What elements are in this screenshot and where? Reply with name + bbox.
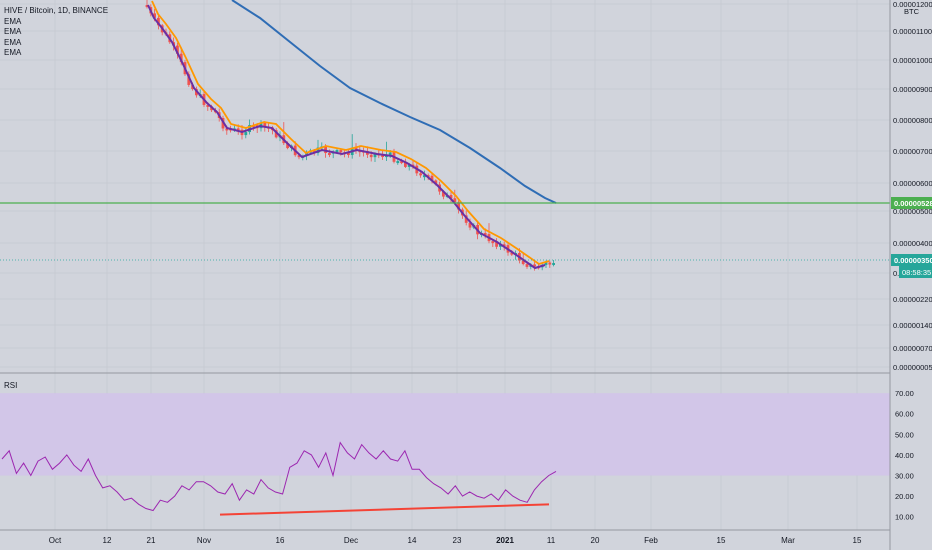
price-tick-12: 0.00000070 (893, 344, 932, 353)
legend-ema-4[interactable]: EMA (4, 48, 22, 57)
candle[interactable] (145, 0, 149, 9)
price-tick-2: 0.00001000 (893, 56, 932, 65)
rsi-tick-2: 50.00 (895, 430, 914, 439)
price-axis[interactable]: 0.00001200 0.00001100 0.00001000 0.00000900… (893, 0, 932, 372)
price-tick-13: 0.00000005 (893, 363, 932, 372)
price-tick-5: 0.00000700 (893, 147, 932, 156)
candle[interactable] (354, 143, 358, 154)
candle[interactable] (495, 238, 498, 250)
time-tick-6: 14 (408, 536, 417, 545)
rsi-line (1, 441, 557, 512)
candle[interactable] (548, 260, 552, 268)
countdown-bg (899, 266, 932, 278)
time-tick-5: Dec (344, 536, 358, 545)
price-tick-0: 0.00001200 (893, 0, 932, 9)
legend-ema-3[interactable]: EMA (4, 37, 22, 47)
candle[interactable] (347, 149, 350, 158)
time-tick-13: Mar (781, 536, 795, 545)
ema-lines (147, 0, 557, 270)
rsi-tick-1: 60.00 (895, 410, 914, 419)
time-tick-4: 16 (276, 536, 285, 545)
candle[interactable] (316, 139, 320, 156)
time-tick-11: Feb (644, 536, 658, 545)
candle[interactable] (396, 159, 400, 165)
rsi-band (0, 393, 890, 476)
horizontal-levels[interactable] (0, 202, 890, 261)
time-axis[interactable]: Oct 12 21 Nov 16 Dec 14 23 2021 11 20 Feb 15 Mar 15 (49, 536, 862, 545)
price-tick-11: 0.00000140 (893, 321, 932, 330)
rsi-tick-0: 70.00 (895, 389, 914, 398)
legend-ema-2[interactable]: EMA (4, 27, 22, 36)
price-tick-10: 0.00000220 (893, 295, 932, 304)
time-tick-1: 12 (103, 536, 112, 545)
price-axis-unit: BTC (904, 7, 920, 16)
time-tick-12: 15 (717, 536, 726, 545)
rsi-tick-3: 40.00 (895, 451, 914, 460)
ema-slow-line (151, 0, 550, 265)
rsi-tick-5: 20.00 (895, 492, 914, 501)
rsi-tick-4: 30.00 (895, 472, 914, 481)
countdown-label: 08:58:35 (902, 268, 931, 277)
rsi-axis[interactable]: 70.00 60.00 50.00 40.00 30.00 20.00 10.00 (895, 389, 914, 522)
candle[interactable] (187, 71, 191, 87)
time-tick-7: 23 (453, 536, 462, 545)
ema-long-line (231, 0, 557, 204)
rsi-pane-label[interactable]: RSI (4, 381, 18, 390)
candle[interactable] (449, 191, 453, 203)
price-tags: 0.00000528 0.00000350 08:58:35 (891, 197, 932, 278)
legend-ema-1[interactable]: EMA (4, 16, 22, 26)
price-tick-7: 0.00000500 (893, 207, 932, 216)
time-tick-10: 20 (591, 536, 600, 545)
level-tag-bg-1 (891, 254, 932, 266)
time-tick-8: 2021 (496, 536, 514, 545)
level-tag-1: 0.00000350 (894, 256, 932, 265)
time-tick-3: Nov (197, 536, 211, 545)
price-tick-1: 0.00001100 (893, 27, 932, 36)
rsi-trendline[interactable] (219, 503, 550, 516)
candle[interactable] (552, 260, 555, 267)
time-tick-14: 15 (853, 536, 862, 545)
price-tick-3: 0.00000900 (893, 85, 932, 94)
time-tick-0: Oct (49, 536, 62, 545)
time-tick-9: 11 (547, 536, 556, 545)
rsi-tick-6: 10.00 (895, 513, 914, 522)
symbol-title[interactable]: HIVE / Bitcoin, 1D, BINANCE (4, 6, 109, 15)
level-tag-bg-0 (891, 197, 932, 209)
chart-legend: HIVE / Bitcoin, 1D, BINANCE EMA EMA EMA … (4, 6, 108, 59)
price-tick-4: 0.00000800 (893, 116, 932, 125)
time-tick-2: 21 (147, 536, 156, 545)
level-tag-0: 0.00000528 (894, 199, 932, 208)
price-tick-6: 0.00000600 (893, 179, 932, 188)
rsi-series (1, 441, 557, 516)
candle[interactable] (423, 170, 426, 181)
price-tick-8: 0.00000400 (893, 239, 932, 248)
candle[interactable] (499, 241, 502, 251)
ema-fast-line (147, 4, 546, 270)
